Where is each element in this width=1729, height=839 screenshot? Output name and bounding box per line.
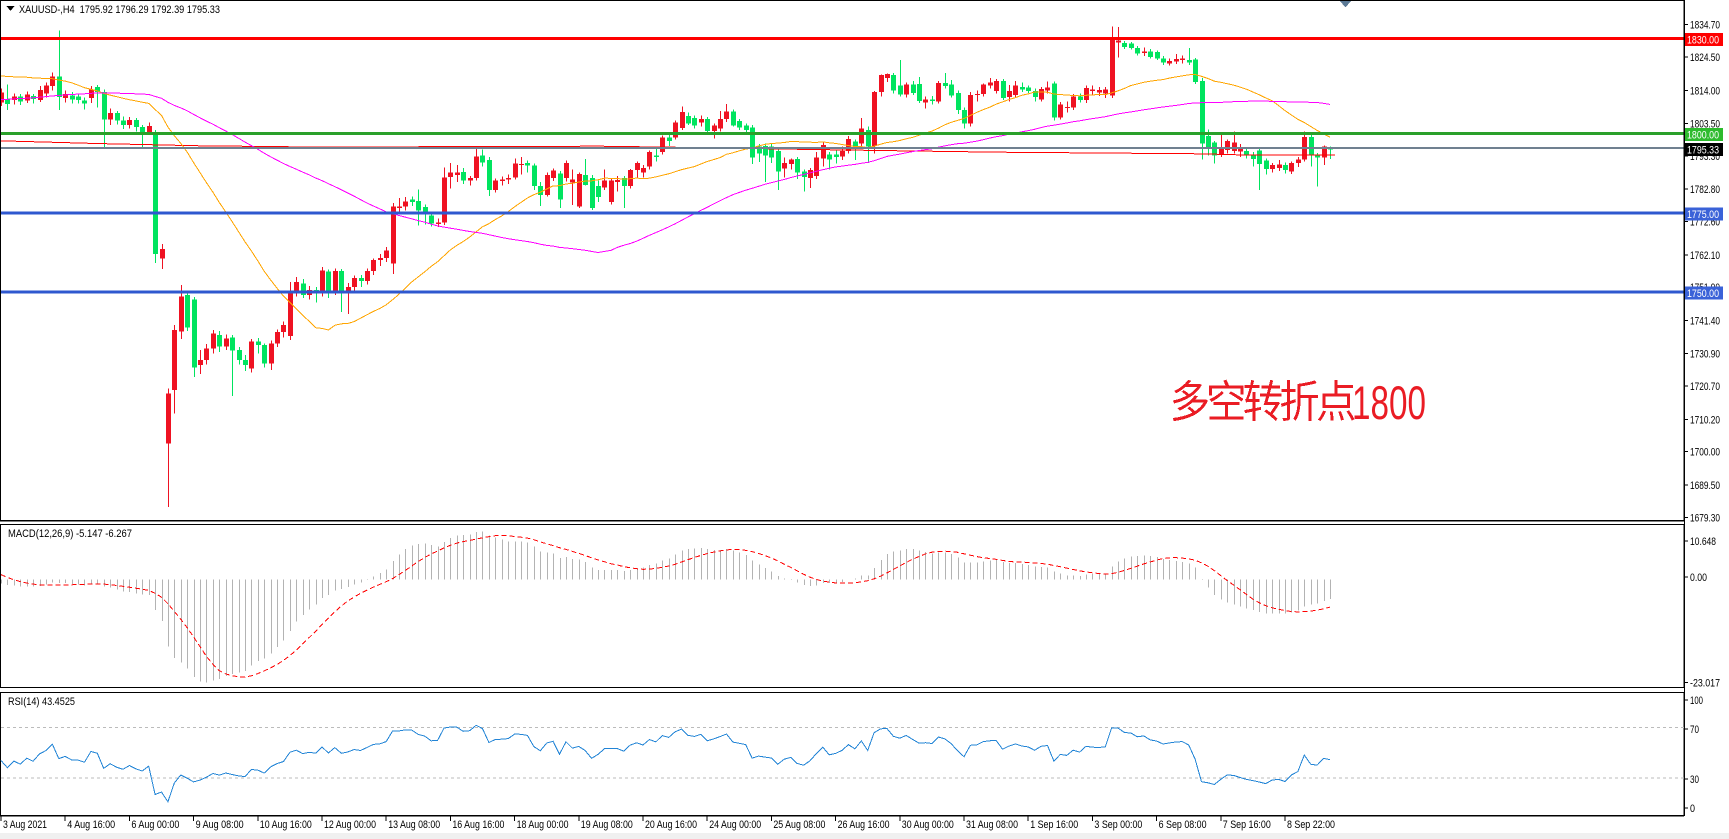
svg-text:25 Aug 08:00: 25 Aug 08:00 bbox=[773, 819, 825, 831]
svg-text:XAUUSD-,H4 1795.92 1796.29 17: XAUUSD-,H4 1795.92 1796.29 1792.39 1795.… bbox=[19, 4, 220, 16]
svg-text:10 Aug 16:00: 10 Aug 16:00 bbox=[260, 819, 312, 831]
svg-text:16 Aug 16:00: 16 Aug 16:00 bbox=[452, 819, 504, 831]
svg-text:30 Aug 00:00: 30 Aug 00:00 bbox=[902, 819, 954, 831]
svg-text:1803.50: 1803.50 bbox=[1690, 119, 1720, 131]
svg-text:1775.00: 1775.00 bbox=[1687, 209, 1719, 221]
svg-text:1824.50: 1824.50 bbox=[1690, 52, 1720, 64]
svg-text:1700.00: 1700.00 bbox=[1690, 447, 1720, 459]
svg-text:MACD(12,26,9) -5.147 -6.267: MACD(12,26,9) -5.147 -6.267 bbox=[8, 528, 132, 540]
svg-text:20 Aug 16:00: 20 Aug 16:00 bbox=[645, 819, 697, 831]
svg-text:1834.70: 1834.70 bbox=[1690, 20, 1720, 32]
svg-text:1689.50: 1689.50 bbox=[1690, 480, 1720, 492]
svg-text:9 Aug 08:00: 9 Aug 08:00 bbox=[196, 819, 244, 831]
svg-text:12 Aug 00:00: 12 Aug 00:00 bbox=[324, 819, 376, 831]
svg-text:19 Aug 08:00: 19 Aug 08:00 bbox=[581, 819, 633, 831]
svg-text:0: 0 bbox=[1690, 803, 1695, 815]
svg-text:3 Aug 2021: 3 Aug 2021 bbox=[3, 819, 47, 831]
svg-text:7 Sep 16:00: 7 Sep 16:00 bbox=[1223, 819, 1271, 831]
svg-text:26 Aug 16:00: 26 Aug 16:00 bbox=[838, 819, 890, 831]
svg-text:1795.33: 1795.33 bbox=[1687, 145, 1719, 157]
svg-text:6 Aug 00:00: 6 Aug 00:00 bbox=[131, 819, 179, 831]
svg-text:10.648: 10.648 bbox=[1690, 536, 1716, 548]
svg-text:13 Aug 08:00: 13 Aug 08:00 bbox=[388, 819, 440, 831]
svg-text:70: 70 bbox=[1690, 724, 1699, 736]
svg-text:6 Sep 08:00: 6 Sep 08:00 bbox=[1159, 819, 1207, 831]
svg-text:1679.30: 1679.30 bbox=[1690, 512, 1720, 524]
svg-text:3 Sep 00:00: 3 Sep 00:00 bbox=[1094, 819, 1142, 831]
svg-text:1762.10: 1762.10 bbox=[1690, 250, 1720, 262]
svg-text:100: 100 bbox=[1690, 695, 1703, 707]
svg-text:18 Aug 00:00: 18 Aug 00:00 bbox=[517, 819, 569, 831]
svg-text:1750.00: 1750.00 bbox=[1687, 288, 1719, 300]
svg-text:1800: 1800 bbox=[1352, 376, 1426, 429]
svg-text:1800.00: 1800.00 bbox=[1687, 130, 1719, 142]
svg-text:30: 30 bbox=[1690, 774, 1699, 786]
svg-text:RSI(14) 43.4525: RSI(14) 43.4525 bbox=[8, 696, 75, 708]
svg-text:-23.017: -23.017 bbox=[1690, 677, 1720, 689]
svg-text:1730.90: 1730.90 bbox=[1690, 349, 1720, 361]
svg-text:1741.40: 1741.40 bbox=[1690, 315, 1720, 327]
svg-text:1782.80: 1782.80 bbox=[1690, 184, 1720, 196]
svg-text:1814.00: 1814.00 bbox=[1690, 85, 1720, 97]
svg-text:31 Aug 08:00: 31 Aug 08:00 bbox=[966, 819, 1018, 831]
svg-text:4 Aug 16:00: 4 Aug 16:00 bbox=[67, 819, 115, 831]
svg-text:1 Sep 16:00: 1 Sep 16:00 bbox=[1030, 819, 1078, 831]
svg-text:1830.00: 1830.00 bbox=[1687, 35, 1719, 47]
svg-text:1720.70: 1720.70 bbox=[1690, 381, 1720, 393]
svg-text:0.00: 0.00 bbox=[1690, 572, 1707, 584]
svg-text:24 Aug 00:00: 24 Aug 00:00 bbox=[709, 819, 761, 831]
svg-text:8 Sep 22:00: 8 Sep 22:00 bbox=[1287, 819, 1335, 831]
svg-text:1710.20: 1710.20 bbox=[1690, 414, 1720, 426]
